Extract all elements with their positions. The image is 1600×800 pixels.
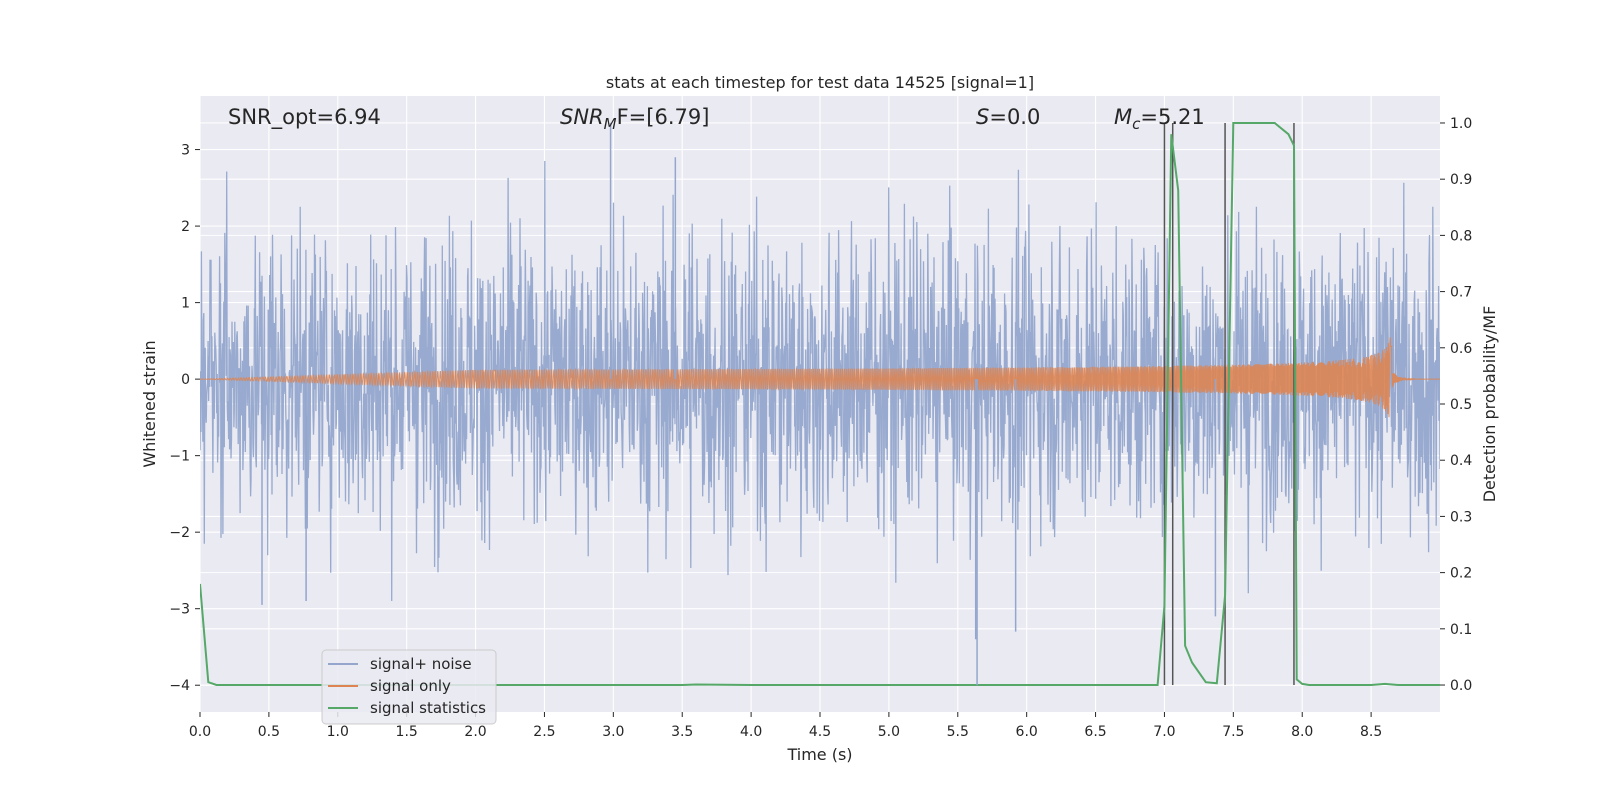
y-tick-label: −1	[169, 449, 190, 465]
x-tick-label: 6.0	[1016, 724, 1038, 740]
y-tick-label-right: 0.5	[1450, 397, 1472, 413]
annotation-snr-mf-main: SNR	[560, 105, 604, 129]
annotation-snr-mf-sub: M	[604, 115, 617, 133]
legend-label-signal-plus-noise: signal+ noise	[370, 655, 472, 673]
y-tick-label-right: 1.0	[1450, 116, 1472, 132]
y-tick-label-right: 0.0	[1450, 678, 1472, 694]
y-tick-label: 1	[181, 296, 190, 312]
y-tick-label: 0	[181, 372, 190, 388]
x-tick-label: 4.5	[809, 724, 831, 740]
x-tick-label: 1.0	[327, 724, 349, 740]
annotation-mc: Mc=5.21	[1114, 105, 1205, 133]
y-axis-label: Whitened strain	[140, 340, 159, 467]
x-tick-label: 0.0	[189, 724, 211, 740]
x-axis-label: Time (s)	[786, 745, 852, 764]
y-tick-label-right: 0.8	[1450, 228, 1472, 244]
y-tick-label: 3	[181, 143, 190, 159]
x-tick-label: 7.5	[1222, 724, 1244, 740]
x-tick-label: 2.0	[464, 724, 486, 740]
y-ticks-right: 1.0 0.9 0.8 0.7 0.6 0.5 0.4 0.3 0.2 0.1 0.0	[1440, 116, 1472, 694]
y-tick-label-right: 0.9	[1450, 172, 1472, 188]
chart-title: stats at each timestep for test data 145…	[606, 73, 1034, 92]
y-tick-label-right: 0.6	[1450, 341, 1472, 357]
y-tick-label-right: 0.1	[1450, 622, 1472, 638]
y-tick-label: −3	[169, 602, 190, 618]
y-tick-label: −2	[169, 525, 190, 541]
y-ticks: 3 2 1 0 −1 −2 −3 −4	[169, 143, 200, 694]
annotation-snr-mf-rest: F=[6.79]	[617, 105, 710, 129]
y-tick-label-right: 0.2	[1450, 566, 1472, 582]
legend: signal+ noise signal only signal statist…	[321, 649, 497, 725]
annotation-s-main: S	[976, 105, 989, 129]
x-tick-label: 5.5	[947, 724, 969, 740]
x-tick-label: 6.5	[1084, 724, 1106, 740]
annotation-s: S=0.0	[976, 105, 1040, 129]
x-tick-label: 7.0	[1153, 724, 1175, 740]
annotation-s-rest: =0.0	[989, 105, 1040, 129]
y-tick-label-right: 0.7	[1450, 285, 1472, 301]
y-tick-label-right: 0.3	[1450, 509, 1472, 525]
x-tick-label: 3.0	[602, 724, 624, 740]
legend-label-signal-statistics: signal statistics	[370, 699, 486, 717]
y-axis-label-right: Detection probability/MF	[1480, 306, 1499, 503]
annotation-mc-rest: =5.21	[1140, 105, 1204, 129]
series-signal-statistics	[200, 122, 1440, 686]
annotation-mc-main: M	[1114, 105, 1132, 129]
y-tick-label: 2	[181, 219, 190, 235]
annotation-mc-sub: c	[1132, 115, 1141, 133]
series-signal-only	[200, 337, 1440, 418]
y-tick-label-right: 0.4	[1450, 453, 1472, 469]
x-tick-label: 5.0	[878, 724, 900, 740]
x-tick-label: 8.0	[1291, 724, 1313, 740]
x-tick-label: 4.0	[740, 724, 762, 740]
annotation-snr-opt: SNR_opt=6.94	[228, 105, 381, 130]
legend-box	[321, 649, 497, 725]
x-tick-label: 8.5	[1360, 724, 1382, 740]
x-tick-label: 0.5	[258, 724, 280, 740]
x-tick-label: 2.5	[533, 724, 555, 740]
x-tick-label: 1.5	[396, 724, 418, 740]
annotation-snr-mf: SNRMF=[6.79]	[560, 105, 709, 133]
x-tick-label: 3.5	[671, 724, 693, 740]
y-tick-label: −4	[169, 678, 190, 694]
legend-label-signal-only: signal only	[370, 677, 451, 695]
x-ticks: 0.0 0.5 1.0 1.5 2.0 2.5 3.0 3.5 4.0 4.5 5.0 5.5 6.0 6…	[189, 712, 1382, 740]
